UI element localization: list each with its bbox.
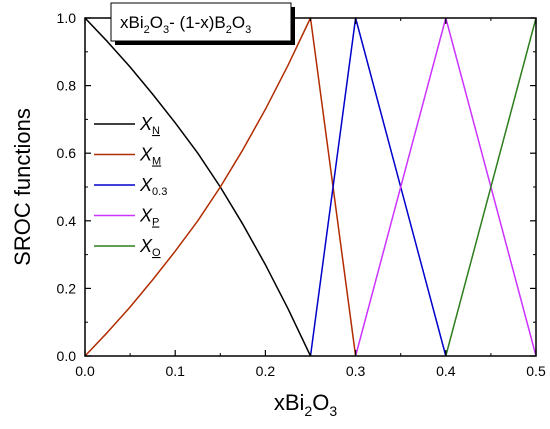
series-line-n: [84, 17, 312, 357]
legend-item-o: XO: [94, 236, 161, 259]
x-tick-label: 0.2: [256, 363, 276, 379]
series-line-o: [445, 17, 537, 357]
y-tick-label: 0.6: [57, 145, 77, 161]
series-line-p: [354, 17, 537, 357]
legend-label: XM: [139, 145, 161, 168]
legend-label: XN: [139, 114, 160, 137]
title-box-border: [110, 2, 292, 42]
ticks-layer: 0.0 0.1 0.2 0.3 0.4 0.5 0.0 0.2 0.4 0.6 0.8 1.0: [57, 10, 546, 379]
legend-item-m: XM: [94, 145, 161, 168]
legend-label: X0.3: [139, 175, 167, 198]
x-axis-label: xBi2O3: [274, 390, 337, 419]
chart-title: xBi2O3- (1-x)B2O3: [120, 13, 251, 36]
x-tick-label: 0.1: [165, 363, 185, 379]
y-tick-label: 0.0: [57, 348, 77, 364]
legend-label: XO: [139, 236, 161, 259]
legend-item-03: X0.3: [94, 175, 167, 198]
legend-label: XP: [139, 206, 159, 229]
legend-item-p: XP: [94, 206, 159, 229]
legend: XN XM X0.3 XP XO: [94, 114, 167, 259]
series-line-m: [84, 17, 357, 357]
x-tick-label: 0.5: [526, 363, 546, 379]
y-tick-label: 0.4: [57, 213, 77, 229]
x-tick-label: 0.3: [346, 363, 366, 379]
y-axis-label: SROC functions: [10, 108, 35, 266]
x-tick-label: 0.0: [75, 363, 95, 379]
y-tick-label: 0.8: [57, 78, 77, 94]
chart-title-box: xBi2O3- (1-x)B2O3: [110, 2, 295, 45]
x-tick-label: 0.4: [436, 363, 456, 379]
legend-item-n: XN: [94, 114, 160, 137]
series-line-03: [309, 17, 447, 357]
y-tick-label: 1.0: [57, 10, 77, 26]
y-tick-label: 0.2: [57, 280, 77, 296]
